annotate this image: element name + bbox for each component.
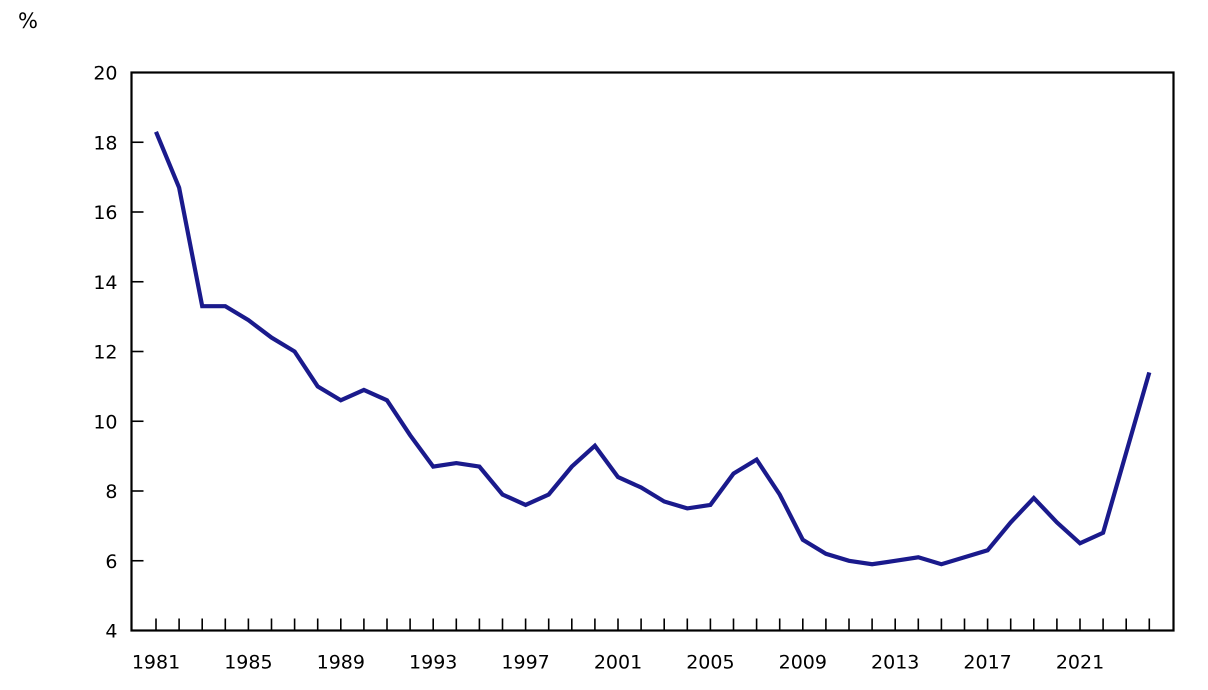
y-tick-label: 16	[93, 202, 117, 224]
x-tick-label: 1997	[501, 652, 549, 674]
x-tick-label: 2009	[779, 652, 827, 674]
y-tick-label: 8	[105, 481, 117, 503]
y-tick-label: 6	[105, 551, 117, 573]
data-line-percent	[154, 130, 1152, 567]
y-tick-label: 4	[105, 621, 117, 643]
plot-frame	[130, 71, 1175, 632]
y-axis-unit-label: %	[18, 9, 38, 33]
x-tick-label: 1981	[132, 652, 180, 674]
x-tick-label: 1993	[409, 652, 457, 674]
x-tick-label: 2017	[963, 652, 1011, 674]
plot-area: 20 18 16 14 12 10 8 6 4 1981 1985 1989 1993 1997 2001 2…	[93, 63, 1175, 674]
y-tick-label: 10	[93, 411, 117, 433]
y-tick-label: 12	[93, 342, 117, 364]
x-tick-label: 1985	[224, 652, 272, 674]
y-tick-label: 14	[93, 272, 117, 294]
x-tick-label: 2021	[1056, 652, 1104, 674]
x-tick-label: 1989	[317, 652, 365, 674]
x-tick-label: 2001	[594, 652, 642, 674]
x-tick-label: 2013	[871, 652, 919, 674]
x-tick-label: 2005	[686, 652, 734, 674]
y-tick-label: 20	[93, 63, 117, 85]
y-tick-label: 18	[93, 132, 117, 154]
